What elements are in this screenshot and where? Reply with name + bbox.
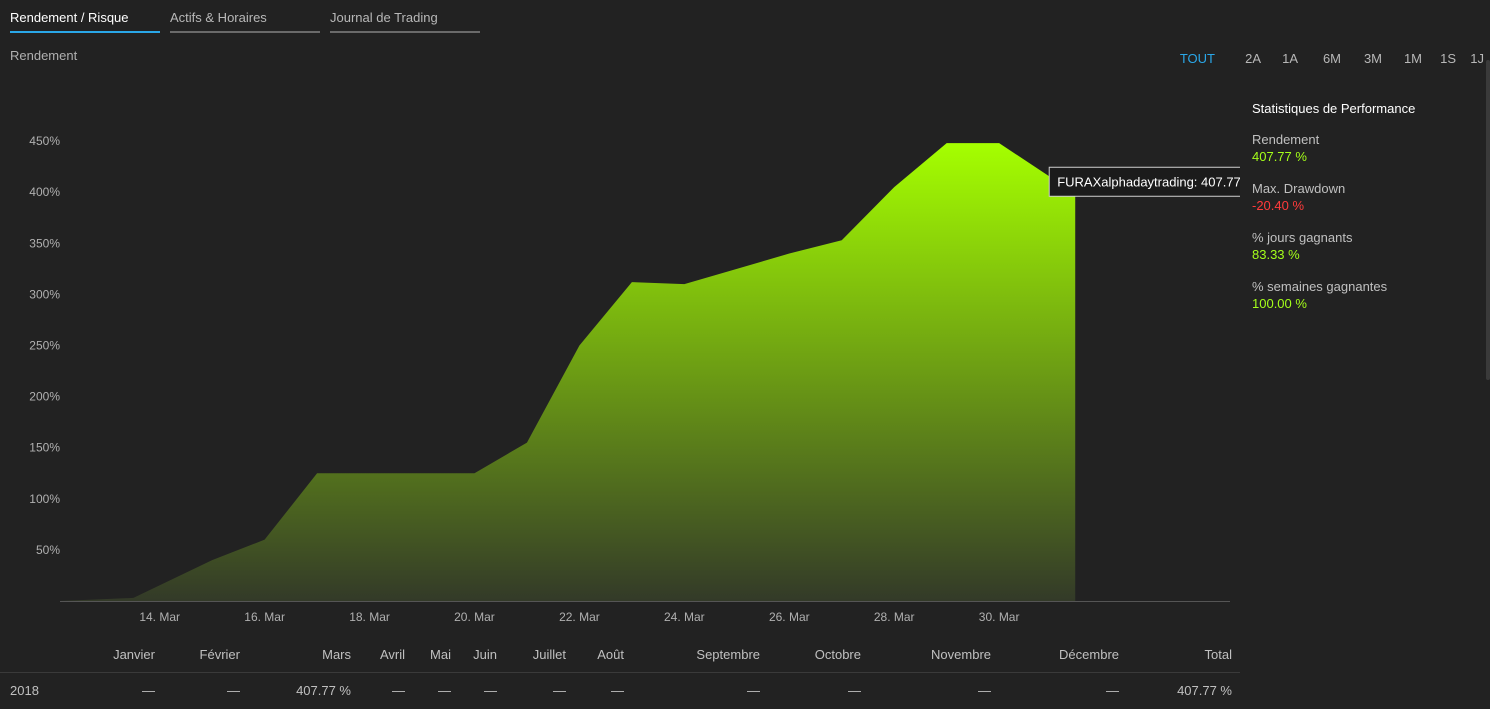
tab-journal-de-trading[interactable]: Journal de Trading (330, 0, 480, 33)
stat-max-drawdown: Max. Drawdown -20.40 % (1252, 180, 1482, 215)
x-tick-label: 18. Mar (349, 610, 390, 624)
stat-label: Max. Drawdown (1252, 181, 1346, 196)
month-header-aout: Août (597, 647, 624, 662)
y-tick-label: 500% (29, 83, 60, 97)
month-value-avril: — (392, 683, 405, 698)
stat-label: Rendement (1252, 132, 1320, 147)
chart-tooltip: FURAXalphadaytrading: 407.77 % (1048, 166, 1240, 197)
y-tick-label: 300% (29, 287, 60, 301)
range-button-1m[interactable]: 1M (1403, 51, 1422, 66)
y-tick-label: 150% (29, 441, 60, 455)
month-header-decembre: Décembre (1059, 647, 1119, 662)
y-tick-label: 100% (29, 492, 60, 506)
return-area-chart[interactable]: 50% 100% 150% 200% 250% 300% 350% 400% 450% 500% 1… (0, 80, 1240, 630)
range-button-1s[interactable]: 1S (1440, 51, 1456, 66)
x-tick-label: 28. Mar (874, 610, 915, 624)
y-tick-label: 250% (29, 339, 60, 353)
month-value-janvier: — (142, 683, 155, 698)
month-header-septembre: Septembre (696, 647, 760, 662)
tab-rendement-risque[interactable]: Rendement / Risque (10, 0, 160, 33)
y-tick-label: 350% (29, 236, 60, 250)
series-area-furaxalphadaytrading (60, 143, 1076, 602)
performance-stats-panel: Statistiques de Performance Rendement 40… (1252, 101, 1482, 327)
month-header-juillet: Juillet (532, 647, 566, 662)
y-tick-label: 200% (29, 390, 60, 404)
stat-value: 100.00 % (1252, 296, 1307, 311)
month-value-septembre: — (747, 683, 760, 698)
range-button-1j[interactable]: 1J (1470, 51, 1484, 66)
stat-value: -20.40 % (1252, 198, 1305, 213)
range-button-2a[interactable]: 2A (1245, 51, 1261, 66)
range-button-1a[interactable]: 1A (1282, 51, 1298, 66)
month-header-avril: Avril (379, 647, 405, 662)
tab-actifs-horaires[interactable]: Actifs & Horaires (170, 0, 320, 33)
stats-title: Statistiques de Performance (1252, 101, 1416, 116)
month-value-mars: 407.77 % (296, 683, 351, 698)
y-tick-label: 400% (29, 185, 60, 199)
x-tick-label: 26. Mar (769, 610, 810, 624)
month-value-decembre: — (1106, 683, 1119, 698)
monthly-table-header: Janvier Février Mars Avril Mai Juin Juil… (0, 640, 1240, 670)
scrollbar[interactable] (1486, 60, 1490, 380)
month-value-octobre: — (848, 683, 861, 698)
stat-jours-gagnants: % jours gagnants 83.33 % (1252, 229, 1482, 264)
month-header-novembre: Novembre (931, 647, 991, 662)
tooltip-text: FURAXalphadaytrading: 407.77 % (1057, 174, 1240, 189)
month-value-juin: — (484, 683, 497, 698)
month-header-octobre: Octobre (814, 647, 861, 662)
y-tick-label: 50% (36, 543, 60, 557)
monthly-table-row: 2018 — — 407.77 % — — — — — — — — — 407.… (0, 672, 1240, 706)
month-value-juillet: — (553, 683, 566, 698)
month-header-mars: Mars (322, 647, 351, 662)
x-tick-label: 30. Mar (979, 610, 1020, 624)
section-title: Rendement (10, 48, 78, 63)
month-header-juin: Juin (473, 647, 497, 662)
month-value-aout: — (611, 683, 624, 698)
month-value-novembre: — (978, 683, 991, 698)
month-header-total: Total (1204, 647, 1232, 662)
x-tick-label: 20. Mar (454, 610, 495, 624)
row-year: 2018 (10, 683, 39, 698)
range-button-6m[interactable]: 6M (1322, 51, 1341, 66)
x-tick-label: 16. Mar (244, 610, 285, 624)
stat-semaines-gagnantes: % semaines gagnantes 100.00 % (1252, 278, 1482, 313)
x-tick-label: 14. Mar (139, 610, 180, 624)
stat-rendement: Rendement 407.77 % (1252, 131, 1482, 166)
month-value-total: 407.77 % (1177, 683, 1232, 698)
month-header-mai: Mai (430, 647, 451, 662)
x-tick-label: 22. Mar (559, 610, 600, 624)
stat-label: % jours gagnants (1252, 230, 1353, 245)
monthly-returns-table: Janvier Février Mars Avril Mai Juin Juil… (0, 640, 1240, 709)
stat-label: % semaines gagnantes (1252, 279, 1388, 294)
range-button-3m[interactable]: 3M (1363, 51, 1382, 66)
month-header-fevrier: Février (199, 647, 240, 662)
stat-value: 83.33 % (1252, 247, 1300, 262)
stat-value: 407.77 % (1252, 149, 1307, 164)
month-header-janvier: Janvier (113, 647, 155, 662)
x-tick-label: 24. Mar (664, 610, 705, 624)
month-value-mai: — (438, 683, 451, 698)
range-button-tout[interactable]: TOUT (1179, 51, 1215, 66)
y-tick-label: 450% (29, 134, 60, 148)
month-value-fevrier: — (227, 683, 240, 698)
tooltip-box (1048, 166, 1240, 197)
